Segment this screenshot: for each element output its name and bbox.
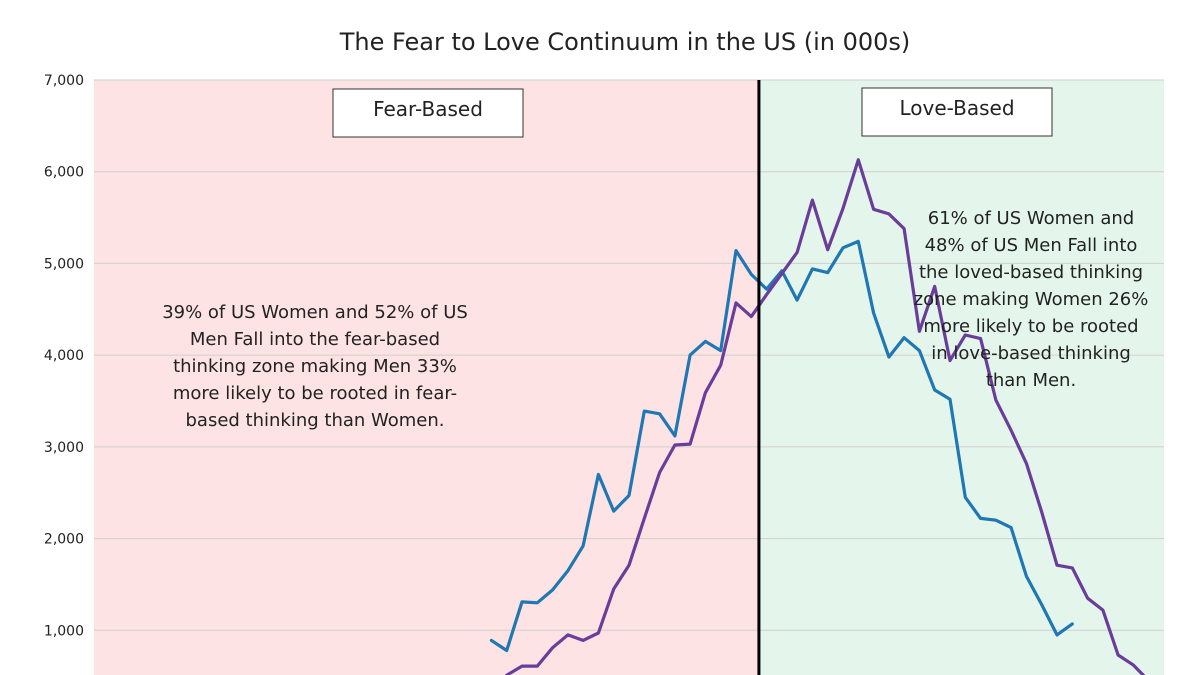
annotation-line: Men Fall into the fear-based bbox=[190, 329, 440, 350]
love-annotation: 61% of US Women and 48% of US Men Fall in… bbox=[914, 208, 1149, 391]
chart-title: The Fear to Love Continuum in the US (in… bbox=[339, 28, 911, 56]
annotation-line: 61% of US Women and bbox=[928, 208, 1134, 229]
love-zone-label-box bbox=[861, 87, 1053, 137]
annotation-line: more likely to be rooted bbox=[923, 316, 1138, 337]
y-tick-label: 7,000 bbox=[44, 73, 84, 89]
y-tick-label: 5,000 bbox=[44, 256, 84, 272]
annotation-line: more likely to be rooted in fear- bbox=[173, 383, 457, 404]
fear-zone-background bbox=[94, 80, 759, 675]
annotation-line: thinking zone making Men 33% bbox=[173, 356, 457, 377]
y-tick-label: 4,000 bbox=[44, 348, 84, 364]
fear-zone-label-box bbox=[332, 88, 524, 138]
y-tick-label: 1,000 bbox=[44, 623, 84, 639]
annotation-line: in love-based thinking bbox=[931, 343, 1131, 364]
gridlines bbox=[94, 79, 1164, 631]
series-lines bbox=[489, 158, 1146, 675]
annotation-line: 48% of US Men Fall into bbox=[925, 235, 1138, 256]
fear-annotation: 39% of US Women and 52% of US Men Fall in… bbox=[162, 302, 468, 431]
y-tick-label: 3,000 bbox=[44, 440, 84, 456]
fear-zone-label: Fear-Based bbox=[373, 97, 483, 121]
annotation-line: based thinking than Women. bbox=[185, 410, 444, 431]
y-tick-label: 6,000 bbox=[44, 165, 84, 181]
series-line-2 bbox=[505, 158, 1146, 675]
y-tick-label: 2,000 bbox=[44, 532, 84, 548]
annotation-line: than Men. bbox=[986, 370, 1076, 391]
annotation-line: the loved-based thinking bbox=[919, 262, 1143, 283]
y-axis-ticks: 1,000 2,000 3,000 4,000 5,000 6,000 7,000 bbox=[44, 73, 84, 639]
annotation-line: 39% of US Women and 52% of US bbox=[162, 302, 468, 323]
love-zone-background bbox=[758, 80, 1164, 675]
annotation-line: zone making Women 26% bbox=[914, 289, 1149, 310]
love-zone-label: Love-Based bbox=[899, 96, 1014, 120]
